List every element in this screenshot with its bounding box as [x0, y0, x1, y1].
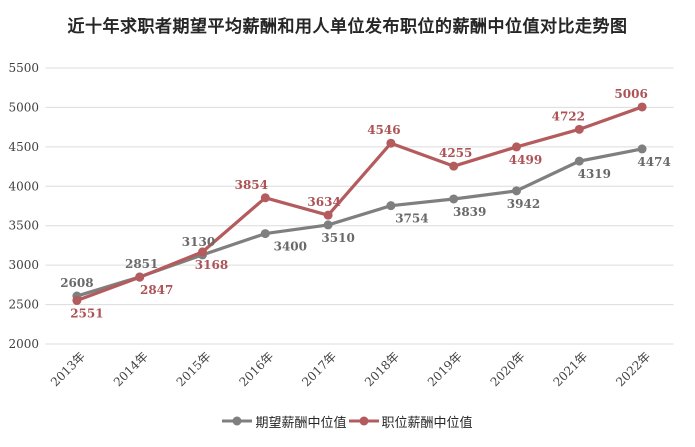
- x-axis-tick-label: 2021年: [550, 349, 590, 389]
- legend-label-position: 职位薪酬中位值: [381, 415, 473, 431]
- data-label: 5006: [614, 87, 647, 101]
- data-label: 4722: [552, 109, 585, 123]
- x-axis-tick-label: 2013年: [48, 349, 88, 389]
- data-label: 3510: [321, 231, 354, 245]
- data-label: 3754: [395, 212, 428, 226]
- data-point[interactable]: [386, 201, 396, 211]
- data-point[interactable]: [323, 210, 333, 220]
- data-label: 2608: [60, 276, 93, 290]
- legend-item-expected-salary[interactable]: 期望薪酬中位值: [222, 412, 347, 431]
- data-point[interactable]: [323, 220, 333, 230]
- x-axis-tick-label: 2018年: [362, 349, 402, 389]
- data-point[interactable]: [260, 229, 270, 239]
- data-point[interactable]: [198, 247, 207, 257]
- y-axis-tick-label: 2000: [8, 337, 39, 351]
- data-point[interactable]: [260, 193, 270, 203]
- data-label: 2847: [140, 283, 173, 297]
- y-axis-tick-label: 3500: [8, 219, 39, 233]
- data-label: 4499: [509, 153, 542, 167]
- data-label: 4319: [578, 167, 611, 181]
- x-axis-tick-label: 2014年: [111, 349, 151, 389]
- x-axis-tick-label: 2020年: [488, 349, 528, 389]
- series-line-0: [75, 147, 644, 298]
- x-axis-tick-label: 2015年: [174, 349, 214, 389]
- x-axis-tick-label: 2017年: [299, 349, 339, 389]
- data-point[interactable]: [637, 144, 647, 154]
- data-label: 3130: [182, 235, 215, 249]
- data-point[interactable]: [512, 186, 521, 196]
- data-label: 2551: [70, 307, 103, 321]
- y-axis-tick-label: 4000: [8, 179, 39, 193]
- data-label: 3634: [307, 195, 340, 209]
- legend-marker-position-icon: [348, 416, 379, 426]
- x-axis-tick-label: 2019年: [425, 349, 465, 389]
- data-label: 4474: [637, 155, 670, 169]
- legend-marker-expected-icon: [222, 416, 253, 426]
- data-label: 4546: [367, 123, 400, 137]
- series-line-1: [75, 105, 644, 303]
- data-label: 4255: [439, 146, 472, 160]
- x-axis-tick-label: 2022年: [613, 349, 653, 389]
- data-label: 3839: [453, 205, 486, 219]
- data-label: 3168: [195, 258, 228, 272]
- data-point[interactable]: [637, 102, 647, 112]
- data-point[interactable]: [512, 142, 521, 152]
- legend-label-expected: 期望薪酬中位值: [255, 415, 347, 431]
- data-point[interactable]: [386, 138, 396, 148]
- y-axis-tick-label: 5500: [8, 61, 39, 75]
- data-label: 3942: [507, 197, 540, 211]
- data-point[interactable]: [574, 124, 584, 134]
- y-axis-tick-label: 5000: [8, 100, 39, 114]
- data-point[interactable]: [72, 296, 82, 306]
- data-label: 3400: [274, 240, 307, 254]
- x-axis-tick-label: 2016年: [236, 349, 276, 389]
- data-label: 2851: [125, 257, 158, 271]
- data-point[interactable]: [449, 161, 459, 171]
- legend-item-position-salary[interactable]: 职位薪酬中位值: [348, 412, 473, 431]
- data-point[interactable]: [449, 194, 459, 204]
- data-point[interactable]: [574, 156, 584, 166]
- y-axis-tick-label: 3000: [8, 258, 39, 272]
- data-point[interactable]: [135, 272, 145, 282]
- y-axis-tick-label: 2500: [8, 298, 39, 312]
- chart-legend: 期望薪酬中位值 职位薪酬中位值: [0, 409, 695, 433]
- y-axis-tick-label: 4500: [8, 140, 39, 154]
- data-label: 3854: [235, 178, 268, 192]
- chart-title: 近十年求职者期望平均薪酬和用人单位发布职位的薪酬中位值对比走势图: [67, 17, 628, 37]
